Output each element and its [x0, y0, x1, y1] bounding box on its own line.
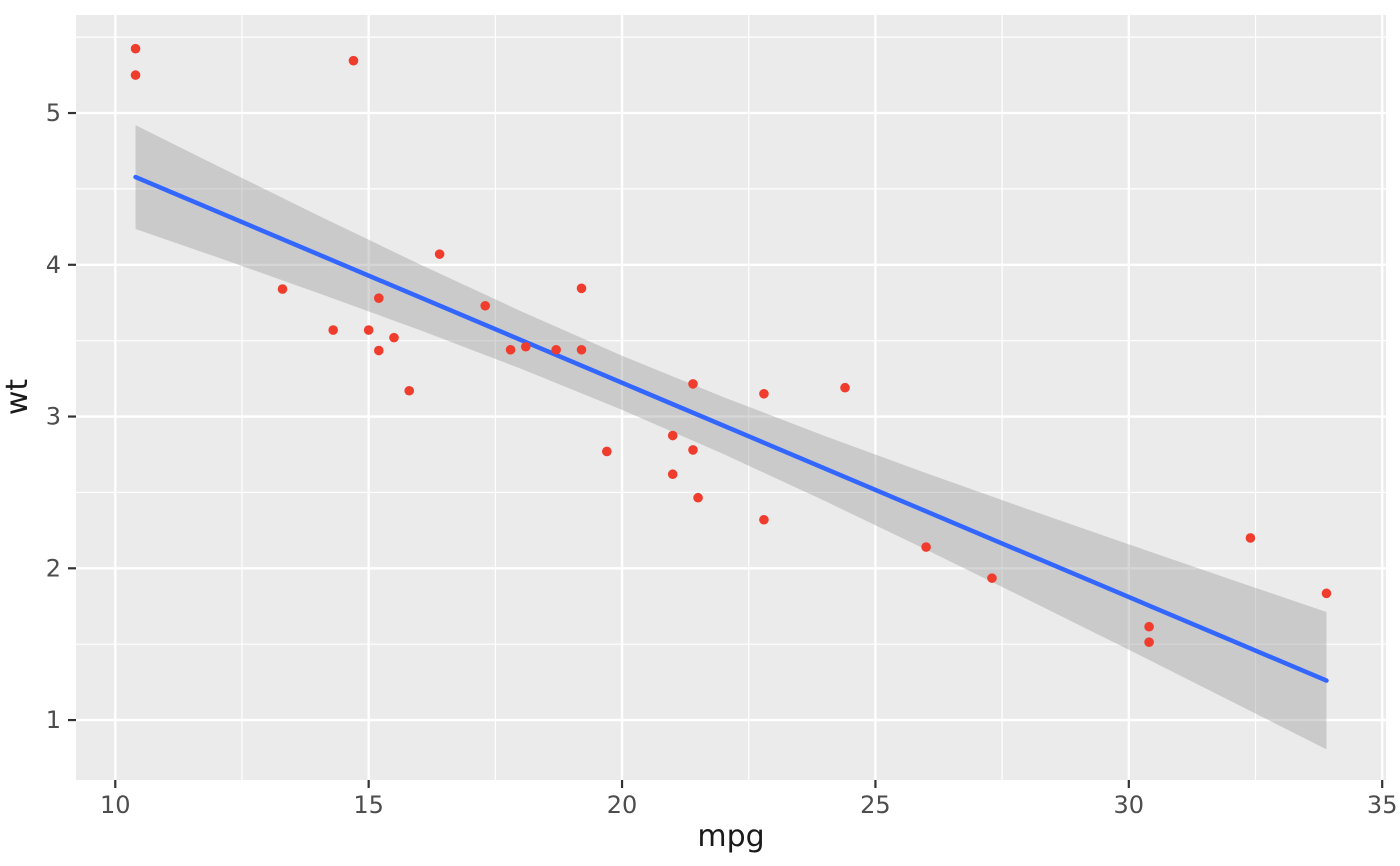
data-point [277, 284, 288, 294]
data-point [840, 382, 850, 393]
data-point [505, 344, 516, 355]
y-tick-label: 5 [46, 99, 61, 127]
data-point [688, 379, 698, 389]
data-point [328, 325, 338, 335]
data-point [373, 293, 384, 303]
y-tick-label: 2 [46, 554, 61, 582]
data-point [551, 344, 561, 355]
data-point [389, 332, 399, 343]
y-axis-title: wt [0, 378, 35, 416]
data-point [602, 446, 612, 457]
x-tick-label: 35 [1367, 791, 1398, 819]
data-point [480, 300, 491, 311]
y-tick-label: 4 [46, 251, 61, 279]
data-point [404, 385, 415, 396]
data-point [1144, 621, 1154, 632]
data-point [576, 344, 587, 355]
data-point [348, 55, 359, 66]
data-point [130, 43, 141, 54]
confidence-band [135, 125, 1327, 750]
x-tick-label: 10 [100, 791, 131, 819]
x-axis-title: mpg [697, 819, 765, 854]
x-tick-label: 15 [353, 791, 384, 819]
data-point [130, 70, 141, 80]
data-point [921, 542, 931, 552]
data-point [1245, 533, 1256, 543]
data-point [667, 469, 678, 480]
data-point [520, 341, 531, 352]
data-point [759, 514, 769, 525]
data-point [693, 492, 703, 503]
x-tick-label: 20 [607, 791, 638, 819]
data-point [576, 283, 587, 294]
y-tick-label: 1 [46, 706, 61, 734]
plot-panel [76, 15, 1386, 780]
data-point [987, 573, 997, 583]
data-point [373, 345, 384, 356]
data-point [667, 430, 678, 441]
data-point [688, 445, 698, 455]
y-tick-label: 3 [46, 403, 61, 431]
x-tick-label: 30 [1114, 791, 1145, 819]
data-point [1321, 588, 1332, 599]
data-point [363, 325, 374, 335]
data-point [434, 249, 445, 259]
x-tick-label: 25 [860, 791, 891, 819]
data-point [1144, 637, 1154, 648]
regression-line [133, 174, 1329, 683]
data-point [759, 388, 769, 399]
